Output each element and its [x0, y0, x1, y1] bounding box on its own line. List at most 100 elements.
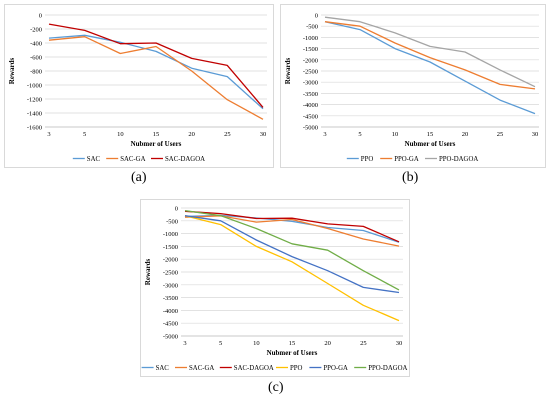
legend-item-ppo-ga: PPO-GA [309, 365, 348, 372]
x-tick-label: 20 [462, 131, 469, 138]
chart-svg-a: 0 -200 -400 -600 -800 -1000 -1200 -1400 -1600 3 5 1… [8, 13, 267, 163]
y-tick-label: -4500 [163, 321, 178, 328]
y-tick-label: -2000 [163, 257, 178, 264]
y-tick-label: -1500 [163, 244, 178, 251]
chart-panel-c: 0 -500 -1000 -1500 -2000 -2500 -3000 -3500 -4000… [140, 199, 410, 377]
x-tick-label: 3 [47, 131, 50, 138]
legend-item-ppo: PPO [276, 365, 303, 372]
legend-item-sac-dagoa: SAC-DAGOA [151, 156, 205, 163]
y-tick-label: -2500 [303, 69, 318, 76]
y-axis-label: Rewards [8, 58, 16, 85]
y-tick-label: -4500 [303, 113, 318, 120]
x-axis-label: Nubmer of Users [131, 140, 182, 148]
y-tick-label: -1600 [27, 125, 42, 132]
y-tick-label: -200 [30, 27, 42, 34]
legend-item-sac: SAC [72, 156, 101, 163]
x-tick-label: 5 [358, 131, 361, 138]
y-tick-label: -3500 [303, 91, 318, 98]
y-tick-label: 0 [39, 13, 42, 20]
legend-item-ppo-dagoa: PPO-DAGOA [425, 156, 478, 163]
x-tick-label: 15 [153, 131, 160, 138]
caption-b: (b) [402, 170, 419, 185]
series-line-sac [48, 34, 264, 110]
caption-c: (c) [268, 380, 284, 395]
y-tick-label: -1400 [27, 111, 42, 118]
legend-item-ppo: PPO [346, 156, 374, 163]
legend-label: SAC [156, 365, 170, 372]
legend-item-sac-ga: SAC-GA [175, 365, 214, 372]
y-tick-label: 0 [175, 206, 178, 213]
y-tick-label: -1000 [163, 231, 178, 238]
y-tick-label: -2000 [303, 57, 318, 64]
y-tick-label: -3500 [163, 295, 178, 302]
legend-label: PPO-GA [394, 156, 419, 163]
y-tick-label: -800 [30, 69, 42, 76]
chart-panel-b: 0 -500 -1000 -1500 -2000 -2500 -3000 -3500 -4000… [280, 4, 546, 168]
legend-label: SAC-GA [189, 365, 214, 372]
x-tick-label: 20 [324, 340, 331, 347]
legend-label: PPO [361, 156, 374, 163]
x-tick-label: 5 [219, 340, 222, 347]
legend-label: PPO-DAGOA [439, 156, 478, 163]
y-tick-label: -1500 [303, 46, 318, 53]
chart-svg-c: 0 -500 -1000 -1500 -2000 -2500 -3000 -3500 -4000… [141, 206, 408, 372]
series-line-sac-dagoa [184, 210, 400, 243]
series-line-sac-dagoa [48, 23, 264, 108]
series-line-ppo [324, 21, 536, 115]
x-tick-label: 25 [224, 131, 231, 138]
x-tick-label: 25 [360, 340, 367, 347]
y-tick-label: -2500 [163, 270, 178, 277]
y-tick-label: -4000 [303, 102, 318, 109]
y-tick-label: -1000 [303, 35, 318, 42]
x-tick-label: 30 [396, 340, 403, 347]
legend-label: SAC-GA [120, 156, 145, 163]
y-axis-label: Rewards [144, 259, 152, 286]
series-line-ppo-dagoa [184, 209, 400, 291]
x-tick-label: 10 [253, 340, 260, 347]
y-tick-label: -1000 [27, 83, 42, 90]
legend-label: PPO-GA [323, 365, 348, 372]
x-tick-label: 3 [323, 131, 326, 138]
x-tick-label: 5 [83, 131, 86, 138]
chart-svg-b: 0 -500 -1000 -1500 -2000 -2500 -3000 -3500 -4000… [284, 13, 539, 163]
x-tick-label: 15 [427, 131, 434, 138]
legend-label: PPO-DAGOA [368, 365, 407, 372]
y-tick-label: -500 [306, 24, 318, 31]
series-line-sac-ga [48, 36, 264, 120]
x-tick-label: 10 [117, 131, 124, 138]
series-line-ppo [184, 215, 400, 322]
y-tick-label: -3000 [303, 80, 318, 87]
y-tick-label: -4000 [163, 308, 178, 315]
y-tick-label: -400 [30, 41, 42, 48]
y-tick-label: -600 [30, 55, 42, 62]
x-axis-label: Nubmer of Users [405, 140, 456, 148]
legend-item-ppo-dagoa: PPO-DAGOA [354, 365, 408, 372]
series-line-ppo-ga [184, 215, 400, 294]
y-tick-label: -1200 [27, 97, 42, 104]
x-tick-label: 30 [260, 131, 267, 138]
x-tick-label: 10 [392, 131, 399, 138]
x-tick-label: 15 [289, 340, 296, 347]
legend-label: SAC-DAGOA [165, 156, 205, 163]
x-tick-label: 30 [532, 131, 539, 138]
y-tick-label: -3000 [163, 282, 178, 289]
legend-item-sac-dagoa: SAC-DAGOA [219, 365, 274, 372]
y-tick-label: -5000 [163, 334, 178, 341]
x-axis-label: Nubmer of Users [267, 349, 318, 357]
y-axis-label: Rewards [284, 58, 292, 85]
y-tick-label: -5000 [303, 125, 318, 132]
legend-item-sac-ga: SAC-GA [106, 156, 146, 163]
caption-a: (a) [131, 170, 147, 185]
legend-label: PPO [290, 365, 303, 372]
legend-label: SAC-DAGOA [234, 365, 274, 372]
y-tick-label: -500 [166, 218, 178, 225]
legend-item-sac: SAC [141, 365, 170, 372]
x-tick-label: 25 [497, 131, 504, 138]
y-tick-label: 0 [315, 13, 318, 20]
x-tick-label: 20 [188, 131, 195, 138]
series-line-ppo-ga [324, 21, 536, 90]
legend-label: SAC [87, 156, 101, 163]
x-tick-label: 3 [183, 340, 186, 347]
series-line-ppo-dagoa [324, 16, 536, 88]
legend-item-ppo-ga: PPO-GA [380, 156, 419, 163]
